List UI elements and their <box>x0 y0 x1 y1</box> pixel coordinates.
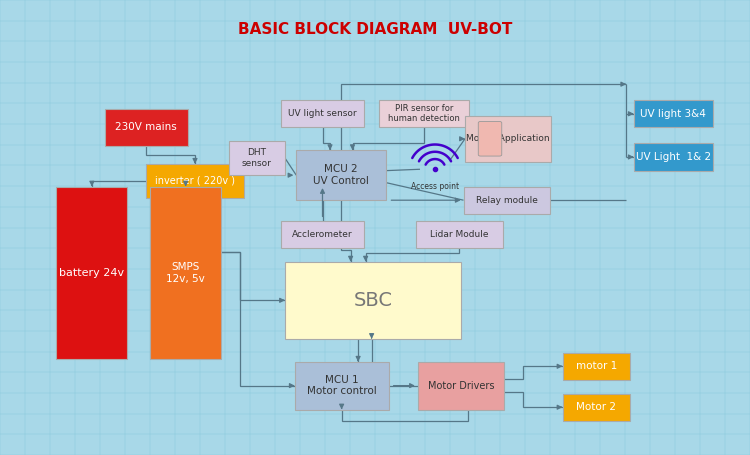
Text: Motor 2: Motor 2 <box>576 402 616 412</box>
Text: PIR sensor for
human detection: PIR sensor for human detection <box>388 104 460 123</box>
Text: SBC: SBC <box>354 291 393 310</box>
Text: Relay module: Relay module <box>476 196 538 205</box>
FancyBboxPatch shape <box>562 353 630 380</box>
FancyBboxPatch shape <box>296 150 386 200</box>
Text: inverter ( 220v ): inverter ( 220v ) <box>155 176 235 186</box>
FancyBboxPatch shape <box>416 221 503 248</box>
Text: motor 1: motor 1 <box>576 361 616 371</box>
Text: MCU 1
Motor control: MCU 1 Motor control <box>307 375 376 396</box>
Text: Lidar Module: Lidar Module <box>430 230 489 239</box>
FancyBboxPatch shape <box>562 394 630 421</box>
FancyBboxPatch shape <box>465 116 551 162</box>
Text: MCU 2
UV Control: MCU 2 UV Control <box>314 164 369 186</box>
Text: BASIC BLOCK DIAGRAM  UV-BOT: BASIC BLOCK DIAGRAM UV-BOT <box>238 22 512 37</box>
FancyBboxPatch shape <box>418 362 504 410</box>
FancyBboxPatch shape <box>146 164 244 198</box>
FancyBboxPatch shape <box>379 100 469 127</box>
FancyBboxPatch shape <box>478 121 502 156</box>
FancyBboxPatch shape <box>634 100 712 127</box>
Text: DHT
sensor: DHT sensor <box>242 148 272 168</box>
Text: Access point: Access point <box>411 182 459 191</box>
FancyBboxPatch shape <box>464 187 550 214</box>
Text: UV Light  1& 2: UV Light 1& 2 <box>635 152 711 162</box>
Text: Motor Drivers: Motor Drivers <box>427 381 494 390</box>
FancyBboxPatch shape <box>285 262 461 339</box>
Text: battery 24v: battery 24v <box>59 268 124 278</box>
FancyBboxPatch shape <box>634 143 712 171</box>
Text: SMPS
12v, 5v: SMPS 12v, 5v <box>166 262 205 284</box>
FancyBboxPatch shape <box>150 187 221 359</box>
FancyBboxPatch shape <box>229 141 285 175</box>
FancyBboxPatch shape <box>105 109 188 146</box>
Text: UV light 3&4: UV light 3&4 <box>640 109 706 119</box>
Text: UV light sensor: UV light sensor <box>288 109 357 118</box>
Text: Acclerometer: Acclerometer <box>292 230 352 239</box>
FancyBboxPatch shape <box>281 100 364 127</box>
FancyBboxPatch shape <box>56 187 128 359</box>
FancyBboxPatch shape <box>295 362 388 410</box>
Text: Mobile Application: Mobile Application <box>466 134 550 143</box>
FancyBboxPatch shape <box>281 221 364 248</box>
Text: 230V mains: 230V mains <box>116 122 177 132</box>
